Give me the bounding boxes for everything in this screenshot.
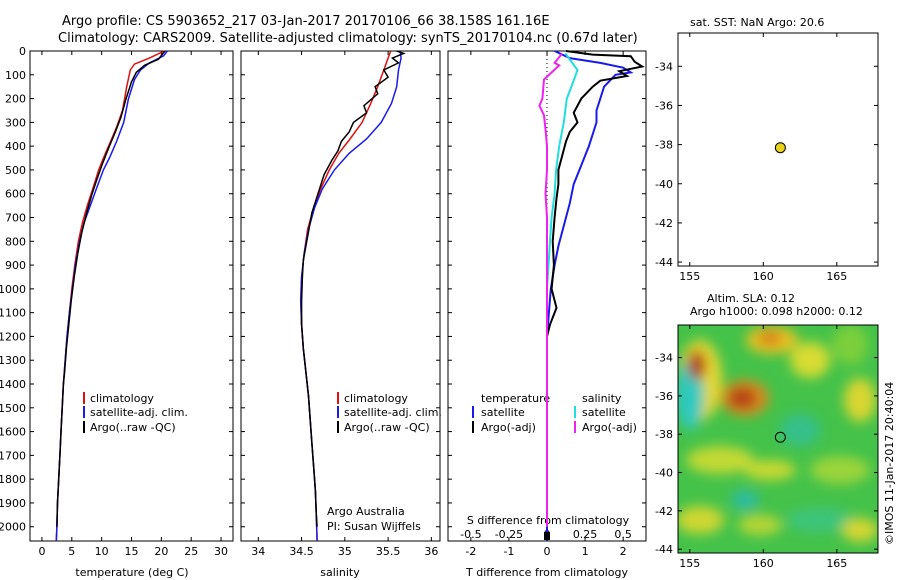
map-y-tick-label: -34 — [655, 60, 673, 73]
temperature-legend: climatology satellite-adj. clim. Argo(..… — [83, 392, 188, 434]
depth-tick-label: 1700 — [0, 449, 26, 462]
sla-heatmap — [678, 325, 878, 553]
depth-tick-label: 1300 — [0, 354, 26, 367]
legend-label-t-satellite: satellite — [481, 406, 525, 419]
legend-title-salinity: salinity — [582, 392, 622, 405]
depth-tick-label: 700 — [5, 212, 26, 225]
depth-tick-label: 100 — [5, 69, 26, 82]
depth-tick-label: 900 — [5, 259, 26, 272]
map-y-tick-label: -34 — [655, 352, 673, 365]
x-tick-label: 30 — [214, 545, 228, 558]
series-line — [56, 50, 166, 527]
x-tick-label: 35.5 — [376, 545, 401, 558]
salinity-panel — [240, 50, 441, 542]
legend-label-s-argo: Argo(-adj) — [582, 421, 637, 434]
legend-label-satellite: satellite-adj. clim. — [344, 406, 442, 419]
legend-label-climatology: climatology — [344, 392, 408, 405]
map-x-tick-label: 165 — [826, 557, 847, 570]
depth-tick-label: 600 — [5, 188, 26, 201]
map-y-tick-label: -38 — [655, 428, 673, 441]
depth-tick-label: 0 — [19, 45, 26, 58]
temperature-panel — [29, 50, 234, 542]
depth-tick-label: 1200 — [0, 330, 26, 343]
x-tick-label: 2 — [620, 545, 627, 558]
x-tick-label: -2 — [465, 545, 476, 558]
x-tick-label: 5 — [68, 545, 75, 558]
argo-australia-label: Argo Australia — [327, 505, 405, 518]
map-y-tick-label: -42 — [655, 217, 673, 230]
x-tick-label: 0 — [38, 545, 45, 558]
depth-tick-label: 400 — [5, 140, 26, 153]
s-difference-axis-label: S difference from climatology — [467, 514, 630, 527]
x-tick-label: 10 — [95, 545, 109, 558]
s-tick-label: 0.5 — [614, 528, 632, 541]
depth-tick-label: 2000 — [0, 521, 26, 534]
bottom-marker — [544, 532, 550, 540]
legend-label-argo: Argo(..raw -QC) — [90, 421, 176, 434]
legend-label-s-satellite: satellite — [582, 406, 626, 419]
map-y-tick-label: -44 — [655, 256, 673, 269]
legend-title-temperature: temperature — [481, 392, 550, 405]
x-tick-label: -1 — [503, 545, 514, 558]
float-position-marker — [774, 142, 786, 154]
x-tick-label: 34 — [251, 545, 265, 558]
sst-map-title: sat. SST: NaN Argo: 20.6 — [690, 16, 824, 29]
depth-tick-label: 1800 — [0, 473, 26, 486]
depth-tick-label: 500 — [5, 164, 26, 177]
map-y-tick-label: -44 — [655, 543, 673, 556]
depth-tick-label: 1400 — [0, 378, 26, 391]
map-x-tick-label: 155 — [679, 270, 700, 283]
depth-tick-label: 200 — [5, 93, 26, 106]
legend-label-satellite: satellite-adj. clim. — [90, 406, 188, 419]
map-x-tick-label: 160 — [753, 270, 774, 283]
depth-tick-label: 800 — [5, 235, 26, 248]
legend-label-argo: Argo(..raw -QC) — [344, 421, 430, 434]
series-line — [538, 52, 563, 527]
x-tick-label: 36 — [424, 545, 438, 558]
series-line — [546, 50, 645, 527]
map-y-tick-label: -36 — [655, 99, 673, 112]
map-y-tick-label: -40 — [655, 467, 673, 480]
imos-timestamp: ©IMOS 11-Jan-2017 20:40:04 — [883, 382, 896, 545]
sla-map-title-2: Argo h1000: 0.098 h2000: 0.12 — [690, 305, 863, 318]
x-tick-label: 0 — [544, 545, 551, 558]
depth-tick-label: 1000 — [0, 283, 26, 296]
sla-map-panel — [677, 324, 879, 554]
depth-tick-label: 1900 — [0, 497, 26, 510]
x-tick-label: 20 — [154, 545, 168, 558]
x-tick-label: 15 — [125, 545, 139, 558]
legend-label-t-argo: Argo(-adj) — [481, 421, 536, 434]
temperature-axis-label: temperature (deg C) — [75, 566, 188, 579]
float-position-marker — [774, 431, 786, 443]
salinity-legend: climatology satellite-adj. clim. Argo(..… — [337, 392, 442, 434]
climatology-title: Climatology: CARS2009. Satellite-adjuste… — [58, 31, 638, 46]
difference-legend: temperature satellite Argo(-adj) salinit… — [472, 392, 637, 434]
map-x-tick-label: 160 — [753, 557, 774, 570]
map-x-tick-label: 155 — [679, 557, 700, 570]
map-y-tick-label: -42 — [655, 505, 673, 518]
pi-label: PI: Susan Wijffels — [327, 520, 421, 533]
map-y-tick-label: -38 — [655, 139, 673, 152]
depth-tick-label: 300 — [5, 116, 26, 129]
sla-map-title-1: Altim. SLA: 0.12 — [707, 292, 795, 305]
x-tick-label: 34.5 — [289, 545, 314, 558]
t-difference-axis-label: T difference from climatology — [465, 566, 628, 579]
x-tick-label: 1 — [582, 545, 589, 558]
profile-title: Argo profile: CS 5903652_217 03-Jan-2017… — [62, 14, 550, 29]
x-tick-label: 35 — [338, 545, 352, 558]
map-x-tick-label: 165 — [826, 270, 847, 283]
legend-label-climatology: climatology — [90, 392, 154, 405]
s-tick-label: 0.25 — [573, 528, 598, 541]
s-tick-label: -0.25 — [495, 528, 523, 541]
x-tick-label: 25 — [184, 545, 198, 558]
map-y-tick-label: -40 — [655, 178, 673, 191]
depth-tick-label: 1500 — [0, 402, 26, 415]
depth-tick-label: 1100 — [0, 307, 26, 320]
depth-tick-label: 1600 — [0, 426, 26, 439]
salinity-axis-label: salinity — [320, 566, 360, 579]
series-line — [300, 50, 406, 527]
map-y-tick-label: -36 — [655, 390, 673, 403]
s-tick-label: -0.5 — [460, 528, 481, 541]
